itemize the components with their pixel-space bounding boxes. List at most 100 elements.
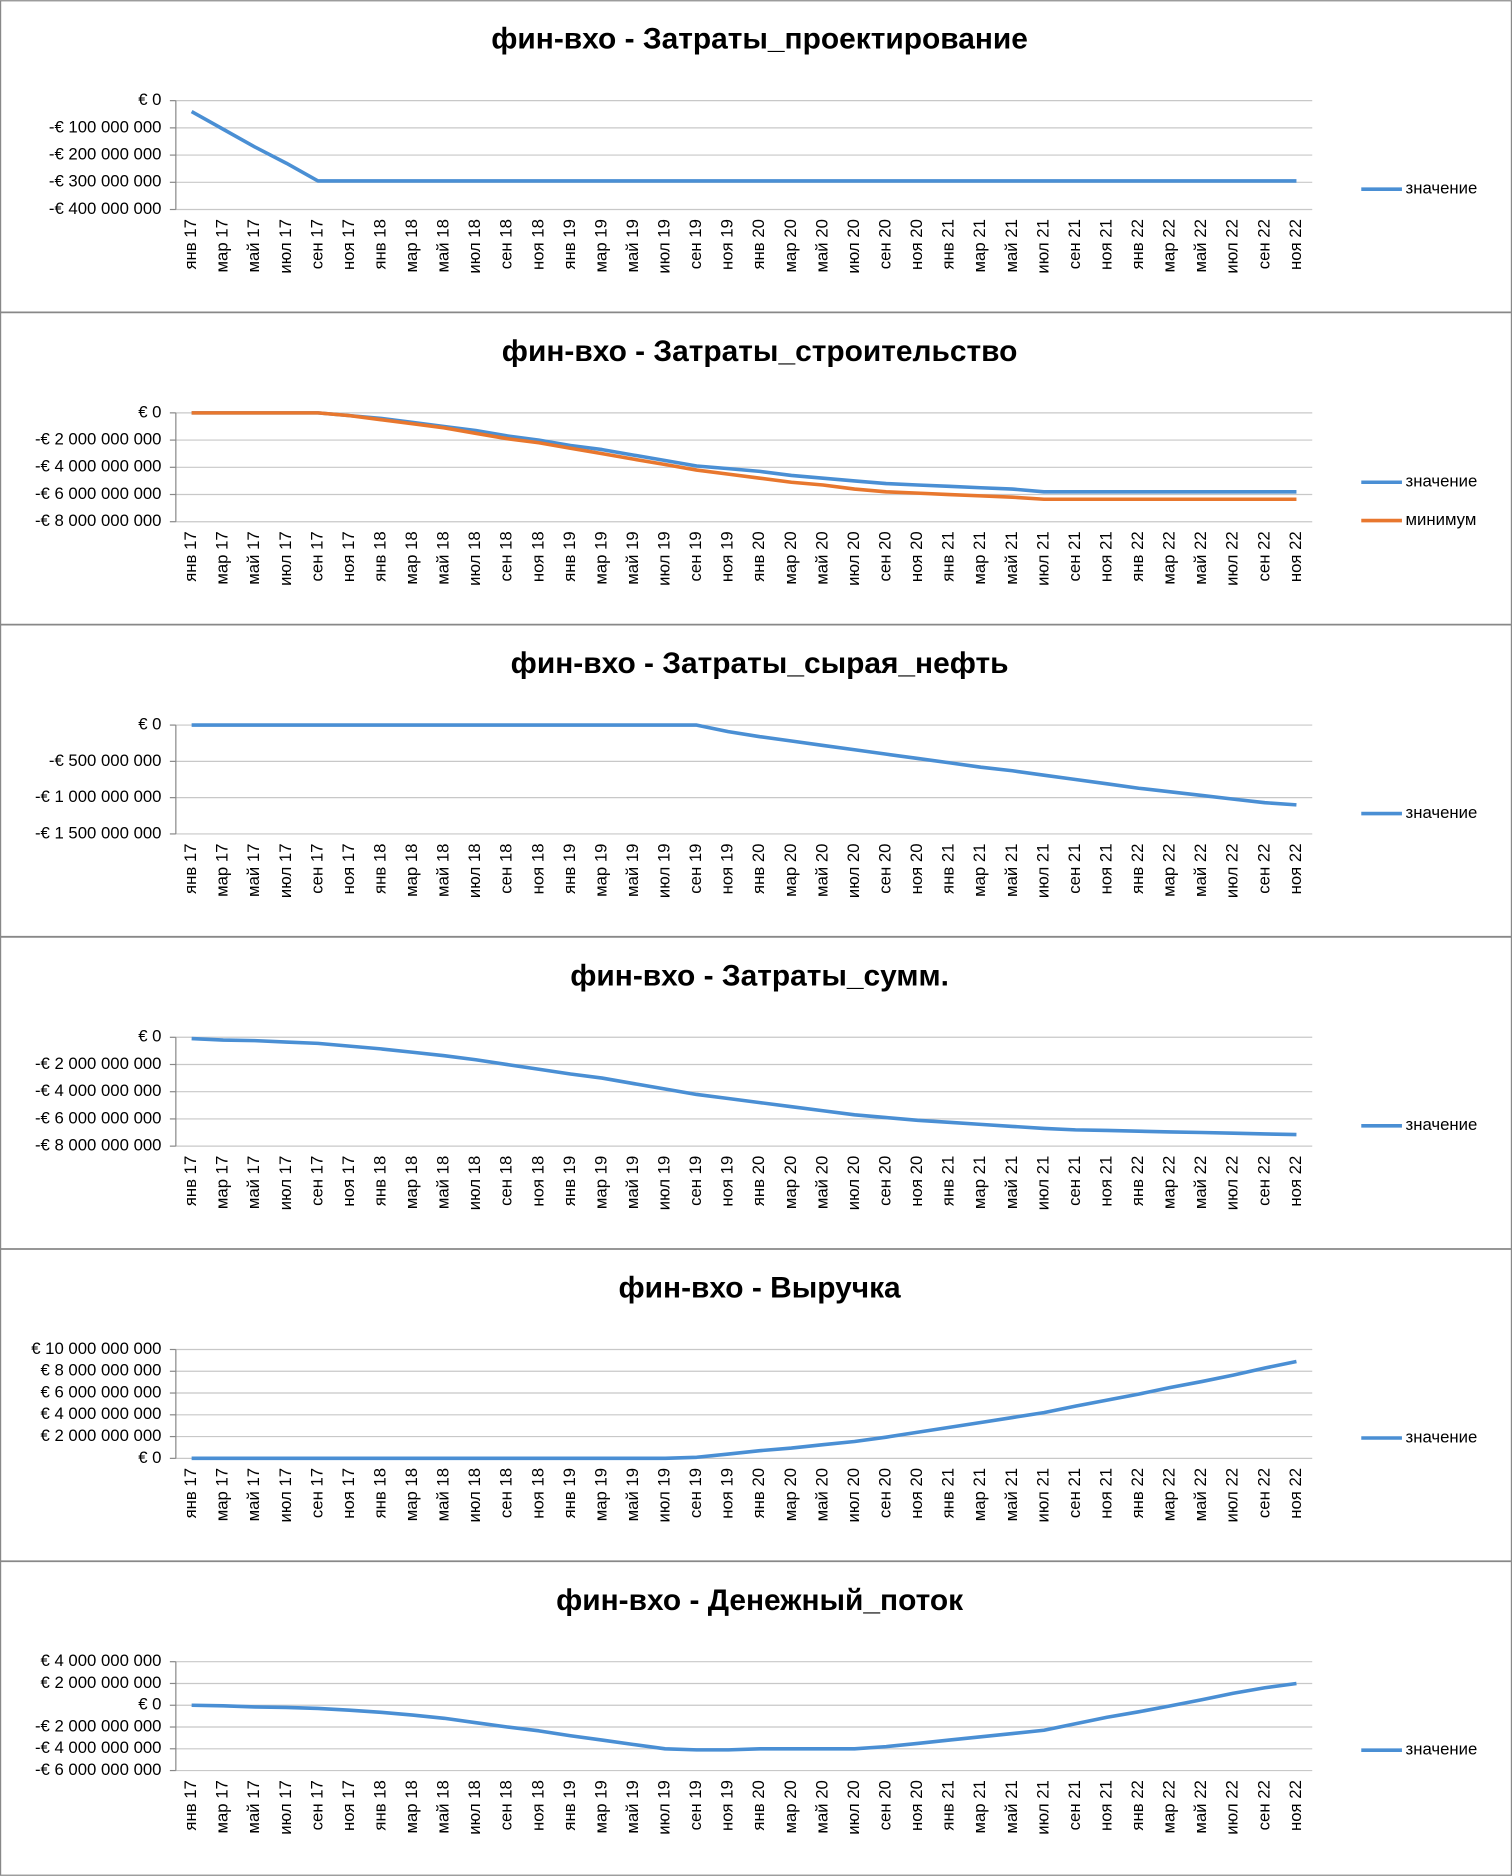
x-tick-label: июл 20 xyxy=(844,1156,863,1211)
x-tick-label: сен 20 xyxy=(876,1468,895,1518)
x-tick-label: янв 19 xyxy=(560,1468,579,1518)
x-tick-label: мар 17 xyxy=(213,219,232,272)
x-tick-label: мар 18 xyxy=(402,1156,421,1209)
x-tick-label: янв 19 xyxy=(560,844,579,894)
x-tick-label: ноя 22 xyxy=(1286,1780,1305,1831)
x-tick-label: июл 19 xyxy=(655,1468,674,1523)
x-tick-label: янв 18 xyxy=(370,1468,389,1518)
x-tick-label: июл 21 xyxy=(1033,1468,1052,1523)
x-tick-label: мар 20 xyxy=(781,1468,800,1521)
x-tick-label: мар 18 xyxy=(402,531,421,584)
x-tick-label: сен 20 xyxy=(876,1156,895,1206)
x-tick-label: янв 22 xyxy=(1128,1780,1147,1830)
x-tick-label: мар 18 xyxy=(402,1780,421,1833)
x-tick-label: янв 19 xyxy=(560,219,579,269)
x-tick-label: май 18 xyxy=(434,1156,453,1209)
x-tick-label: янв 21 xyxy=(939,531,958,581)
x-tick-label: янв 17 xyxy=(181,219,200,269)
x-tick-label: мар 22 xyxy=(1160,1468,1179,1521)
chart-title: фин-вхо - Денежный_поток xyxy=(556,1584,963,1617)
x-tick-label: июл 20 xyxy=(844,531,863,586)
x-tick-label: мар 17 xyxy=(213,844,232,897)
x-tick-label: июл 22 xyxy=(1223,844,1242,899)
x-tick-label: янв 17 xyxy=(181,1468,200,1518)
x-tick-label: сен 21 xyxy=(1065,1780,1084,1830)
x-tick-label: ноя 19 xyxy=(718,1468,737,1519)
x-tick-label: мар 19 xyxy=(591,531,610,584)
x-tick-label: ноя 17 xyxy=(339,531,358,582)
x-tick-label: сен 19 xyxy=(686,219,705,269)
x-tick-label: мар 21 xyxy=(970,531,989,584)
x-tick-label: мар 19 xyxy=(591,844,610,897)
y-tick-label: -€ 6 000 000 000 xyxy=(35,1108,162,1127)
x-tick-label: май 17 xyxy=(244,844,263,897)
x-tick-label: май 19 xyxy=(623,531,642,584)
x-tick-label: мар 21 xyxy=(970,1780,989,1833)
x-tick-label: июл 21 xyxy=(1033,1780,1052,1835)
x-tick-label: май 20 xyxy=(812,1156,831,1209)
x-tick-label: мар 18 xyxy=(402,844,421,897)
y-tick-label: -€ 200 000 000 xyxy=(49,145,162,164)
y-tick-label: € 6 000 000 000 xyxy=(41,1382,162,1401)
x-tick-label: июл 20 xyxy=(844,1780,863,1835)
x-tick-label: мар 22 xyxy=(1160,531,1179,584)
x-tick-label: июл 18 xyxy=(465,1468,484,1523)
x-tick-label: май 21 xyxy=(1002,1468,1021,1521)
y-tick-label: -€ 1 500 000 000 xyxy=(35,823,162,842)
x-tick-label: ноя 19 xyxy=(718,531,737,582)
x-tick-label: май 20 xyxy=(812,531,831,584)
x-tick-label: мар 20 xyxy=(781,1156,800,1209)
x-tick-label: сен 18 xyxy=(497,844,516,894)
y-tick-label: -€ 300 000 000 xyxy=(49,172,162,191)
y-tick-label: € 0 xyxy=(138,1695,161,1714)
y-tick-label: € 0 xyxy=(138,714,161,733)
x-tick-label: ноя 22 xyxy=(1286,219,1305,270)
x-tick-label: май 17 xyxy=(244,531,263,584)
x-tick-label: июл 19 xyxy=(655,1156,674,1211)
x-tick-label: сен 22 xyxy=(1254,1468,1273,1518)
y-tick-label: -€ 4 000 000 000 xyxy=(35,457,162,476)
x-tick-label: май 18 xyxy=(434,1780,453,1833)
x-tick-label: янв 20 xyxy=(749,219,768,269)
x-tick-label: сен 20 xyxy=(876,844,895,894)
x-tick-label: ноя 17 xyxy=(339,1156,358,1207)
series-line xyxy=(191,1681,1297,1752)
x-tick-label: сен 17 xyxy=(307,1780,326,1830)
x-tick-label: сен 18 xyxy=(497,219,516,269)
x-tick-label: ноя 20 xyxy=(907,1780,926,1831)
x-tick-label: май 17 xyxy=(244,1156,263,1209)
x-tick-label: июл 17 xyxy=(276,219,295,274)
x-tick-label: ноя 18 xyxy=(528,844,547,895)
x-tick-label: июл 19 xyxy=(655,1780,674,1835)
x-tick-label: ноя 20 xyxy=(907,1468,926,1519)
x-tick-label: май 19 xyxy=(623,1780,642,1833)
x-tick-label: июл 21 xyxy=(1033,844,1052,899)
x-tick-label: мар 20 xyxy=(781,219,800,272)
x-tick-label: янв 17 xyxy=(181,1780,200,1830)
x-tick-label: янв 19 xyxy=(560,531,579,581)
x-tick-label: мар 21 xyxy=(970,844,989,897)
chart-title: фин-вхо - Затраты_сумм. xyxy=(570,959,949,992)
x-tick-label: июл 20 xyxy=(844,219,863,274)
y-tick-label: -€ 400 000 000 xyxy=(49,199,162,218)
x-tick-label: сен 18 xyxy=(497,1156,516,1206)
x-tick-label: июл 22 xyxy=(1223,1156,1242,1211)
x-tick-label: май 18 xyxy=(434,219,453,272)
x-tick-label: сен 22 xyxy=(1254,1780,1273,1830)
x-tick-label: май 22 xyxy=(1191,1780,1210,1833)
x-tick-label: сен 20 xyxy=(876,1780,895,1830)
series-line xyxy=(191,411,1297,502)
x-tick-label: май 20 xyxy=(812,219,831,272)
x-tick-label: май 19 xyxy=(623,1156,642,1209)
series-line xyxy=(191,1359,1297,1461)
x-tick-label: май 21 xyxy=(1002,219,1021,272)
x-tick-label: мар 20 xyxy=(781,531,800,584)
x-tick-label: мар 22 xyxy=(1160,844,1179,897)
y-tick-label: -€ 1 000 000 000 xyxy=(35,787,162,806)
legend-label: значение xyxy=(1406,1427,1478,1446)
x-tick-label: май 21 xyxy=(1002,531,1021,584)
x-tick-label: сен 19 xyxy=(686,1780,705,1830)
x-tick-label: сен 17 xyxy=(307,219,326,269)
x-tick-label: янв 18 xyxy=(370,1780,389,1830)
